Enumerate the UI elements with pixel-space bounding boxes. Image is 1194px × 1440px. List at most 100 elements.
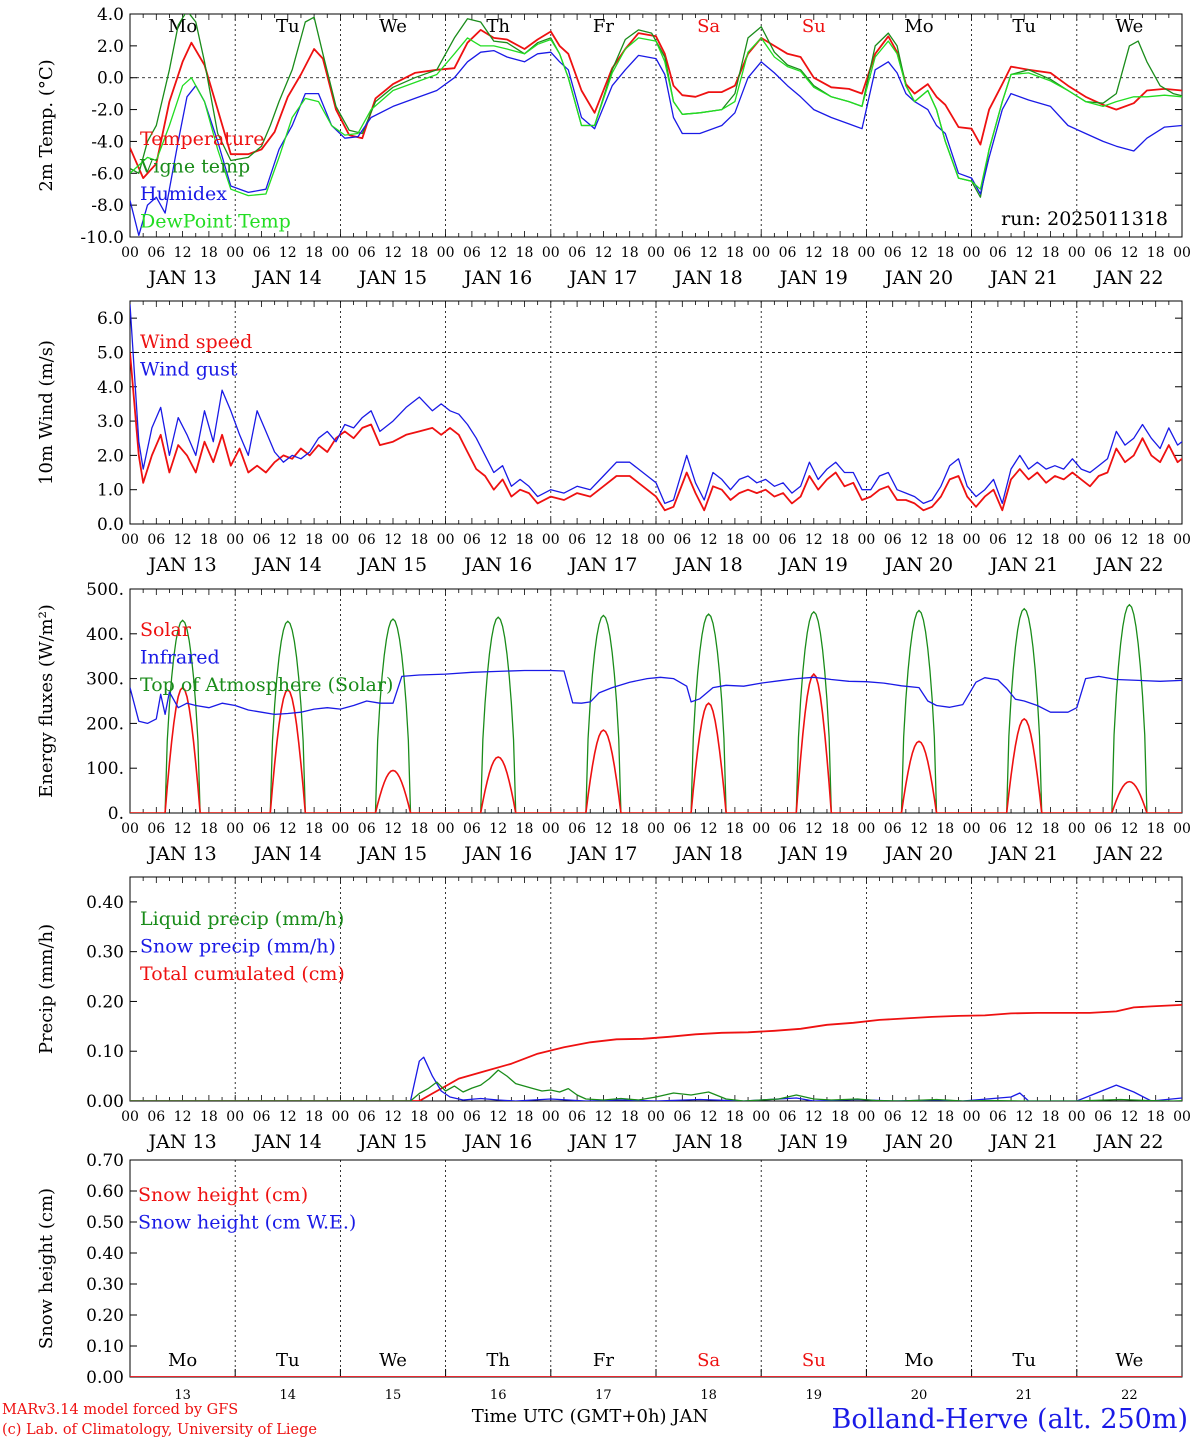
hour-tick-label: 12 <box>910 245 928 261</box>
y-tick-label: 4.0 <box>97 5 124 25</box>
legend-entry: Top of Atmosphere (Solar) <box>140 674 393 696</box>
hour-tick-label: 12 <box>594 821 612 837</box>
hour-tick-label: 00 <box>1068 245 1086 261</box>
hour-tick-label: 06 <box>568 245 586 261</box>
series-group <box>130 603 1182 813</box>
hour-tick-label: 00 <box>752 532 770 548</box>
hour-tick-label: 12 <box>805 245 823 261</box>
hour-tick-label: 18 <box>1147 821 1165 837</box>
date-label: JAN 14 <box>252 554 322 576</box>
date-label: JAN 21 <box>988 1131 1058 1153</box>
hour-tick-label: 06 <box>147 245 165 261</box>
hour-tick-label: 12 <box>594 245 612 261</box>
date-label: JAN 15 <box>357 843 427 865</box>
hour-tick-label: 00 <box>857 1109 875 1125</box>
date-label: JAN 16 <box>462 1131 532 1153</box>
hour-tick-label: 06 <box>568 1109 586 1125</box>
hour-tick-label: 12 <box>805 1109 823 1125</box>
date-label: JAN 14 <box>252 267 322 289</box>
hour-tick-label: 18 <box>1042 821 1060 837</box>
weekday-label: Tu <box>276 16 300 37</box>
hour-tick-label: 18 <box>305 1109 323 1125</box>
legend-entry: Snow height (cm W.E.) <box>138 1212 356 1234</box>
legend-entry: Snow height (cm) <box>138 1184 308 1206</box>
hour-tick-label: 18 <box>831 245 849 261</box>
weekday-label: We <box>379 16 407 37</box>
hour-tick-label: 12 <box>174 532 192 548</box>
hour-tick-label: 00 <box>752 821 770 837</box>
hour-tick-label: 06 <box>253 1109 271 1125</box>
y-tick-label: 0.40 <box>86 893 124 913</box>
y-tick-label: 0.30 <box>86 943 124 963</box>
hour-tick-label: 00 <box>437 532 455 548</box>
hour-tick-label: 12 <box>489 821 507 837</box>
date-label: JAN 18 <box>673 267 743 289</box>
hour-tick-label: 00 <box>963 821 981 837</box>
weekday-label: Sa <box>697 16 720 37</box>
hour-tick-label: 00 <box>226 1109 244 1125</box>
y-tick-label: -8.0 <box>91 196 124 216</box>
y-tick-label: 0.30 <box>86 1275 124 1295</box>
hour-tick-label: 00 <box>752 245 770 261</box>
hour-tick-label: 18 <box>516 1109 534 1125</box>
hour-tick-label: 00 <box>437 245 455 261</box>
y-axis-label: Snow height (cm) <box>36 1188 57 1349</box>
y-tick-label: 0.10 <box>86 1337 124 1357</box>
y-tick-label: 5.0 <box>97 343 124 363</box>
hour-tick-label: 00 <box>963 1109 981 1125</box>
hour-tick-label: 06 <box>989 1109 1007 1125</box>
hour-tick-label: 00 <box>1068 821 1086 837</box>
day-number-label: 16 <box>490 1388 507 1403</box>
date-label: JAN 14 <box>252 1131 322 1153</box>
hour-tick-label: 06 <box>673 1109 691 1125</box>
hour-tick-label: 12 <box>910 1109 928 1125</box>
hour-tick-label: 12 <box>1120 1109 1138 1125</box>
hour-tick-label: 12 <box>1015 821 1033 837</box>
legend-entry: Snow precip (mm/h) <box>140 936 336 958</box>
hour-tick-label: 06 <box>779 532 797 548</box>
date-label: JAN 21 <box>988 843 1058 865</box>
hour-tick-label: 06 <box>673 821 691 837</box>
y-axis-label: 10m Wind (m/s) <box>36 340 57 485</box>
run-annotation: run: 2025011318 <box>1001 208 1168 230</box>
weekday-label: We <box>379 1350 407 1371</box>
hour-tick-label: 18 <box>305 245 323 261</box>
hour-tick-label: 12 <box>174 821 192 837</box>
y-tick-label: 100. <box>86 759 124 779</box>
hour-tick-label: 06 <box>358 245 376 261</box>
hour-tick-label: 18 <box>1042 532 1060 548</box>
y-tick-label: 300. <box>86 670 124 690</box>
hour-tick-label: 12 <box>700 245 718 261</box>
series-group <box>130 1003 1182 1101</box>
hour-tick-label: 12 <box>594 532 612 548</box>
hour-tick-label: 18 <box>1042 245 1060 261</box>
hour-tick-label: 12 <box>1015 245 1033 261</box>
hour-tick-label: 12 <box>174 245 192 261</box>
hour-tick-label: 12 <box>279 1109 297 1125</box>
y-tick-label: -10.0 <box>80 228 124 248</box>
weekday-label: Fr <box>593 1350 614 1371</box>
date-label: JAN 19 <box>778 843 848 865</box>
date-label: JAN 17 <box>567 554 637 576</box>
hour-tick-label: 00 <box>542 245 560 261</box>
weekday-label: Tu <box>1012 1350 1036 1371</box>
hour-tick-label: 06 <box>253 532 271 548</box>
hour-tick-label: 06 <box>779 1109 797 1125</box>
weekday-label: Fr <box>593 16 614 37</box>
y-tick-label: 500. <box>86 580 124 600</box>
hour-tick-label: 18 <box>936 821 954 837</box>
hour-tick-label: 00 <box>542 821 560 837</box>
hour-tick-label: 18 <box>410 245 428 261</box>
date-label: JAN 13 <box>147 267 217 289</box>
hour-tick-label: 12 <box>700 821 718 837</box>
hour-tick-label: 06 <box>358 821 376 837</box>
hour-tick-label: 12 <box>489 245 507 261</box>
hour-tick-label: 18 <box>936 245 954 261</box>
series-group <box>130 304 1182 512</box>
date-label: JAN 22 <box>1093 554 1163 576</box>
day-number-label: 14 <box>280 1388 297 1403</box>
date-label: JAN 20 <box>883 267 953 289</box>
hour-tick-label: 06 <box>1094 532 1112 548</box>
hour-tick-label: 06 <box>884 245 902 261</box>
hour-tick-label: 06 <box>358 1109 376 1125</box>
